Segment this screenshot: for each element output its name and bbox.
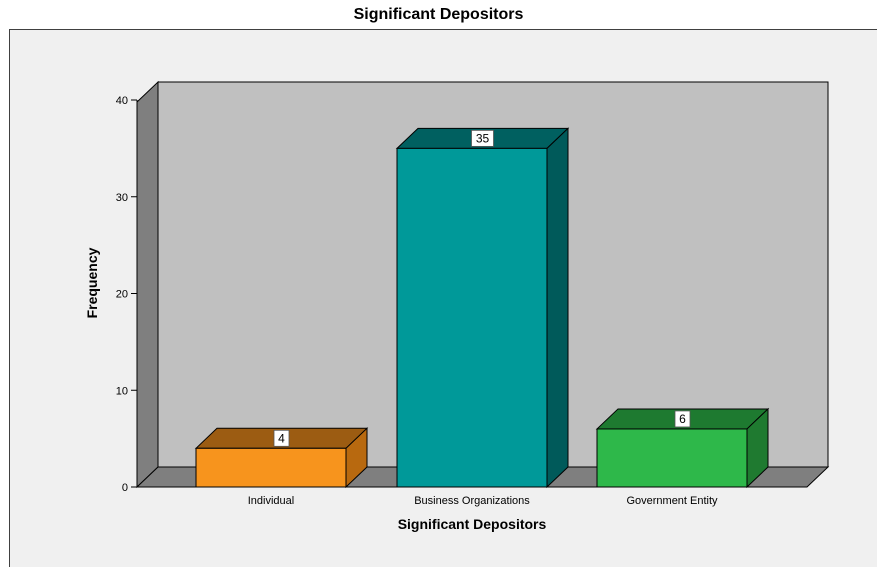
x-tick-label: Business Organizations [414, 495, 530, 507]
bar-side [546, 127, 569, 489]
x-tick-label: Individual [248, 495, 294, 507]
data-label-text: 6 [679, 412, 686, 426]
bar-front [596, 428, 748, 488]
x-tick-label: Government Entity [626, 495, 718, 507]
bar-business-organizations [395, 127, 570, 489]
data-label-box [674, 410, 691, 428]
y-axis: 0 10 20 30 40 [116, 95, 138, 494]
data-label: 6 [674, 410, 691, 428]
side-wall [136, 80, 159, 489]
bar-front [396, 147, 548, 488]
x-axis-title: Significant Depositors [398, 516, 547, 532]
data-labels: 4 35 6 [273, 129, 691, 447]
y-tick-label: 20 [116, 289, 128, 301]
data-label-box [471, 129, 494, 147]
data-label-text: 4 [278, 431, 285, 445]
bar-government-entity [595, 407, 770, 489]
y-tick-label: 30 [116, 192, 128, 204]
data-label: 4 [273, 429, 290, 447]
bar-front [195, 447, 347, 488]
data-label: 35 [471, 129, 494, 147]
x-tick-labels: Individual Business Organizations Governme… [248, 495, 718, 507]
y-tick-label: 10 [116, 385, 128, 397]
y-tick-label: 0 [122, 482, 128, 494]
data-label-box [273, 429, 290, 447]
bars [194, 127, 770, 489]
y-axis-title: Frequency [84, 247, 100, 318]
data-label-text: 35 [476, 131, 490, 145]
y-tick-label: 40 [116, 95, 128, 107]
chart-title: Significant Depositors [353, 6, 524, 23]
